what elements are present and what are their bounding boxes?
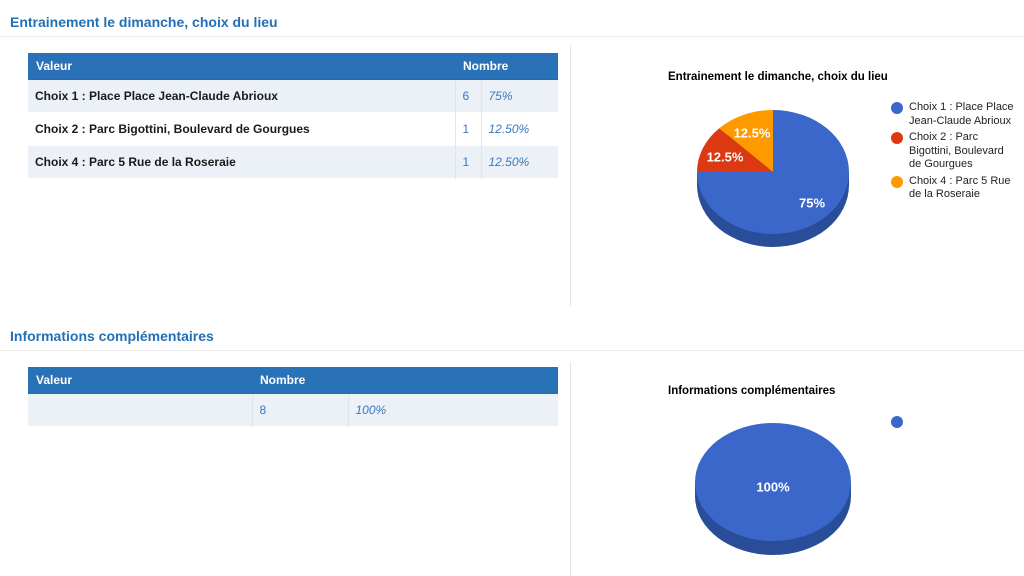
table-row: Choix 1 : Place Place Jean-Claude Abriou… — [28, 79, 558, 113]
legend-item-empty — [891, 415, 1017, 428]
table-row: 8 100% — [28, 393, 558, 427]
column-header-nombre: Nombre — [455, 53, 558, 80]
pie-slice-choix4 — [719, 110, 773, 172]
answer-count: 6 — [454, 79, 481, 113]
pie-chart-entrainement — [697, 110, 849, 247]
legend-item-choix4: Choix 4 : Parc 5 Rue de la Roseraie — [891, 175, 1017, 202]
pie-slice-label-12-5-orange: 12.5% — [733, 125, 771, 141]
table-header-row: Valeur Nombre — [28, 367, 558, 394]
answer-count: 1 — [454, 145, 481, 179]
answer-percent: 100% — [347, 393, 558, 427]
results-table-entrainement: Valeur Nombre Choix 1 : Place Place Jean… — [28, 53, 558, 179]
answer-count: 1 — [454, 112, 481, 146]
chart-title-informations: Informations complémentaires — [668, 385, 836, 397]
pie-slice-label-75: 75% — [798, 195, 826, 211]
legend-dot-icon — [891, 416, 903, 428]
section-title-informations: Informations complémentaires — [10, 328, 214, 344]
table-header-row: Valeur Nombre — [28, 53, 558, 80]
column-header-nombre: Nombre — [252, 367, 558, 394]
answer-label — [28, 394, 252, 427]
answer-label: Choix 4 : Parc 5 Rue de la Roseraie — [35, 155, 236, 169]
answer-percent: 75% — [480, 79, 558, 113]
legend-dot-icon — [891, 175, 903, 188]
section-title-entrainement: Entrainement le dimanche, choix du lieu — [10, 14, 278, 30]
legend-dot-icon — [891, 102, 903, 114]
answer-percent: 12.50% — [480, 112, 558, 146]
table-chart-divider — [570, 362, 571, 576]
answer-count: 8 — [251, 393, 348, 427]
column-header-valeur: Valeur — [28, 53, 455, 80]
table-row: Choix 2 : Parc Bigottini, Boulevard de G… — [28, 112, 558, 146]
chart-legend-entrainement: Choix 1 : Place Place Jean-Claude Abriou… — [891, 101, 1017, 205]
answer-label: Choix 2 : Parc Bigottini, Boulevard de G… — [35, 122, 310, 136]
legend-label: Choix 2 : Parc Bigottini, Boulevard de G… — [909, 131, 1004, 170]
legend-dot-icon — [891, 132, 903, 144]
chart-title-entrainement: Entrainement le dimanche, choix du lieu — [668, 71, 888, 83]
column-header-valeur: Valeur — [28, 367, 252, 394]
legend-item-choix2: Choix 2 : Parc Bigottini, Boulevard de G… — [891, 131, 1017, 172]
chart-legend-informations — [891, 415, 1017, 431]
pie-slice-choix2 — [697, 128, 773, 172]
section-divider-rule — [0, 36, 1024, 37]
pie-chart-informations — [695, 423, 851, 555]
answer-label: Choix 1 : Place Place Jean-Claude Abriou… — [35, 89, 278, 103]
legend-label: Choix 1 : Place Place Jean-Claude Abriou… — [909, 101, 1014, 127]
pie-slice-label-12-5-red: 12.5% — [706, 149, 744, 165]
results-table-informations: Valeur Nombre 8 100% — [28, 367, 558, 427]
table-chart-divider — [570, 45, 571, 306]
pie-slice-100 — [695, 423, 851, 541]
legend-item-choix1: Choix 1 : Place Place Jean-Claude Abriou… — [891, 101, 1017, 128]
answer-percent: 12.50% — [480, 145, 558, 179]
legend-label: Choix 4 : Parc 5 Rue de la Roseraie — [909, 174, 1011, 201]
pie-slice-label-100: 100% — [756, 479, 790, 495]
section-divider-rule — [0, 350, 1024, 351]
table-row: Choix 4 : Parc 5 Rue de la Roseraie 1 12… — [28, 145, 558, 179]
